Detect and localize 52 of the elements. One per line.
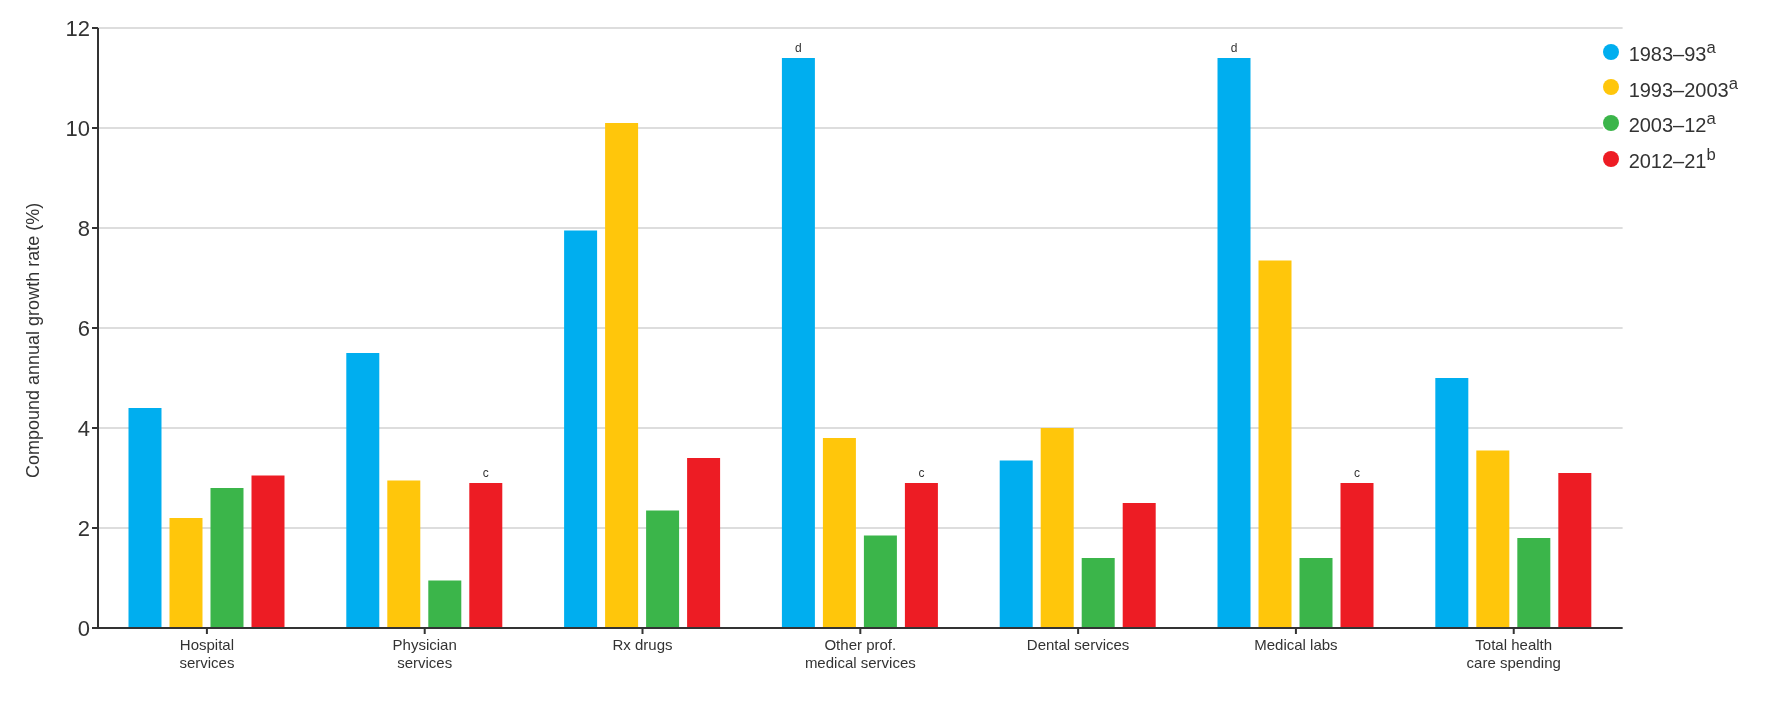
bar [863, 535, 897, 628]
bar [904, 483, 938, 628]
bar [687, 458, 721, 628]
x-tick-label: Physician services [392, 636, 457, 671]
bar [210, 488, 244, 628]
x-tick-label: Dental services [1026, 636, 1130, 653]
bar [605, 123, 639, 628]
data-label: c [1354, 466, 1361, 480]
y-tick-label: 12 [65, 15, 90, 41]
legend-label: 2012–21$^{b}$ [1628, 144, 1716, 173]
bar [1081, 558, 1115, 628]
legend-label: 1983–93$^{a}$ [1628, 38, 1716, 66]
bar [1217, 58, 1251, 628]
y-tick-label: 8 [77, 215, 90, 241]
bar [387, 480, 421, 628]
y-tick-label: 4 [77, 415, 90, 441]
x-tick-label: Total health care spending [1466, 636, 1561, 671]
x-tick-label: Rx drugs [612, 636, 673, 653]
bar [428, 580, 462, 628]
bar [469, 483, 503, 628]
x-tick-label: Hospital services [179, 636, 235, 671]
bar [1258, 260, 1292, 628]
legend-label: 2003–12$^{a}$ [1628, 109, 1716, 137]
y-tick-label: 6 [77, 315, 90, 341]
bar [1435, 378, 1469, 628]
bar [1340, 483, 1374, 628]
legend-label: 1993–2003$^{a}$ [1628, 73, 1738, 102]
data-label: d [1230, 41, 1238, 55]
y-tick-label: 10 [65, 115, 90, 141]
bar [1122, 503, 1156, 628]
y-axis-title: Compound annual growth rate (%) [23, 202, 44, 478]
x-tick-label: Medical labs [1254, 636, 1338, 653]
bar [781, 58, 815, 628]
bar [251, 475, 285, 628]
data-label: c [482, 466, 489, 480]
bar [1040, 428, 1074, 628]
x-tick-label: Other prof. medical services [804, 636, 916, 671]
bar [822, 438, 856, 628]
data-label: d [795, 41, 802, 55]
y-tick-label: 0 [77, 615, 90, 641]
bar [1299, 558, 1333, 628]
bar [1476, 450, 1510, 628]
bar [999, 460, 1033, 628]
bar [1517, 538, 1551, 628]
bar [1558, 473, 1592, 628]
data-label: c [918, 466, 925, 480]
bar [564, 230, 598, 628]
bar [169, 518, 203, 628]
bar [128, 408, 162, 628]
bar [646, 510, 680, 628]
bar [346, 353, 380, 628]
y-tick-label: 2 [77, 515, 90, 541]
